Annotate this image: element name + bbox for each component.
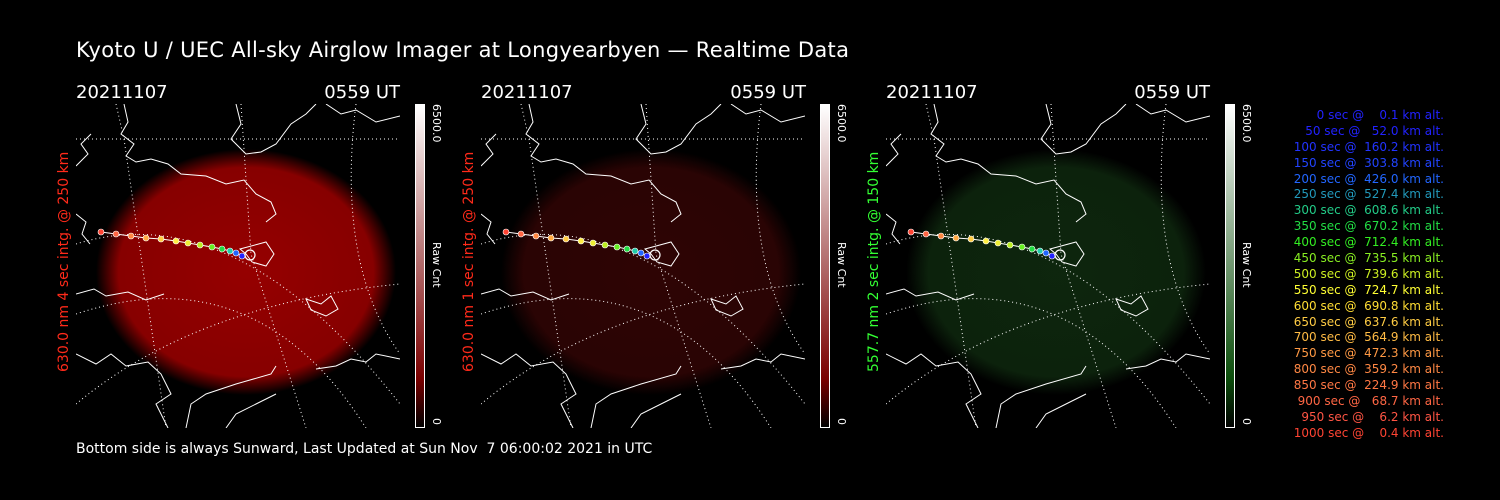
legend-row: 550 sec @ 724.7 km alt. xyxy=(1289,282,1444,297)
panel-1-colorbar-min: 0 xyxy=(430,418,443,425)
panel-2-time: 0559 UT xyxy=(730,82,806,103)
panel-1-colorbar xyxy=(415,104,425,428)
panel-2-colorbar-max: 6500.0 xyxy=(835,104,848,143)
page-title: Kyoto U / UEC All-sky Airglow Imager at … xyxy=(76,38,850,62)
footer-note: Bottom side is always Sunward, Last Upda… xyxy=(76,441,653,457)
legend-row: 750 sec @ 472.3 km alt. xyxy=(1289,346,1444,361)
panel-3-colorbar-min: 0 xyxy=(1240,418,1253,425)
legend-row: 700 sec @ 564.9 km alt. xyxy=(1289,330,1444,345)
legend-row: 400 sec @ 712.4 km alt. xyxy=(1289,235,1444,250)
panel-2-colorbar-unit: Raw Cnt xyxy=(835,242,848,288)
panel-1-colorbar-unit: Raw Cnt xyxy=(430,242,443,288)
legend-row: 250 sec @ 527.4 km alt. xyxy=(1289,187,1444,202)
panel-2-colorbar-min: 0 xyxy=(835,418,848,425)
legend-row: 650 sec @ 637.6 km alt. xyxy=(1289,314,1444,329)
legend-row: 950 sec @ 6.2 km alt. xyxy=(1297,409,1444,424)
panel-3-wavelength-label: 557.7 nm 2 sec intg. @ 150 km xyxy=(866,151,882,372)
panel-1-colorbar-max: 6500.0 xyxy=(430,104,443,143)
legend-row: 900 sec @ 68.7 km alt. xyxy=(1293,394,1444,409)
panel-2-wavelength-label: 630.0 nm 1 sec intg. @ 250 km xyxy=(461,151,477,372)
legend-row: 100 sec @ 160.2 km alt. xyxy=(1289,139,1444,154)
legend-row: 300 sec @ 608.6 km alt. xyxy=(1289,203,1444,218)
panel-1-date: 20211107 xyxy=(76,82,168,103)
panel-3-colorbar-max: 6500.0 xyxy=(1240,104,1253,143)
altitude-time-legend: 0 sec @ 0.1 km alt. 50 sec @ 52.0 km alt… xyxy=(1262,108,1444,442)
legend-row: 500 sec @ 739.6 km alt. xyxy=(1289,266,1444,281)
legend-row: 450 sec @ 735.5 km alt. xyxy=(1289,251,1444,266)
legend-row: 600 sec @ 690.8 km alt. xyxy=(1289,298,1444,313)
panel-3-allsky-image xyxy=(886,104,1210,428)
panel-3-time: 0559 UT xyxy=(1134,82,1210,103)
legend-row: 1000 sec @ 0.4 km alt. xyxy=(1293,425,1444,440)
legend-row: 150 sec @ 303.8 km alt. xyxy=(1289,155,1444,170)
panel-2-date: 20211107 xyxy=(481,82,573,103)
legend-row: 0 sec @ 0.1 km alt. xyxy=(1305,108,1444,122)
panel-3-date: 20211107 xyxy=(886,82,978,103)
panel-1-time: 0559 UT xyxy=(324,82,400,103)
legend-row: 800 sec @ 359.2 km alt. xyxy=(1289,362,1444,377)
panel-2-allsky-image xyxy=(481,104,805,428)
legend-row: 850 sec @ 224.9 km alt. xyxy=(1289,378,1444,393)
panel-3-colorbar-unit: Raw Cnt xyxy=(1240,242,1253,288)
panel-1-allsky-image xyxy=(76,104,400,428)
legend-row: 350 sec @ 670.2 km alt. xyxy=(1289,219,1444,234)
legend-row: 50 sec @ 52.0 km alt. xyxy=(1297,123,1444,138)
panel-2-colorbar xyxy=(820,104,830,428)
panel-1-wavelength-label: 630.0 nm 4 sec intg. @ 250 km xyxy=(56,151,72,372)
legend-row: 200 sec @ 426.0 km alt. xyxy=(1289,171,1444,186)
panel-3-colorbar xyxy=(1225,104,1235,428)
